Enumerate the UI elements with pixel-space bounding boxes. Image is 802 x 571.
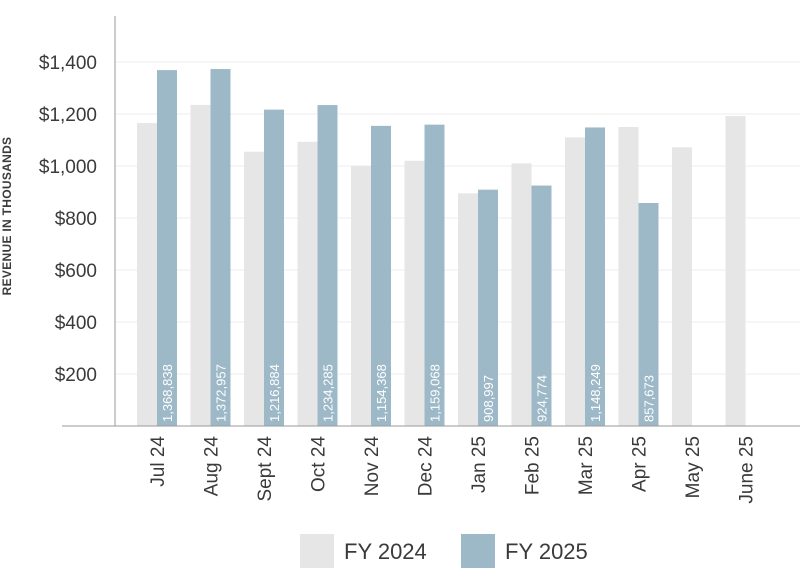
bar-fy2024 xyxy=(137,123,157,426)
data-label-fy2025: 1,372,957 xyxy=(214,364,229,422)
bar-fy2025 xyxy=(371,125,391,426)
bar-fy2025 xyxy=(531,185,552,426)
bar-fy2024 xyxy=(244,151,264,426)
data-label-fy2025: 1,159,068 xyxy=(428,364,443,422)
x-tick-label: Aug 24 xyxy=(202,436,223,497)
x-tick-label: June 25 xyxy=(737,436,758,504)
data-label-fy2025: 1,368,838 xyxy=(160,364,175,422)
y-tick-label: $1,400 xyxy=(39,53,97,74)
data-label-fy2025: 1,234,285 xyxy=(321,364,336,422)
bar-fy2024 xyxy=(297,141,318,426)
x-tick-label: Sept 24 xyxy=(255,436,276,502)
x-tick-label: Nov 24 xyxy=(362,436,383,497)
bar-fy2024 xyxy=(565,137,585,426)
y-tick-label: $800 xyxy=(55,209,97,230)
data-label-fy2025: 908,997 xyxy=(481,375,496,422)
bar-fy2025 xyxy=(317,105,338,426)
bar-fy2025 xyxy=(585,127,605,426)
x-tick-label: Oct 24 xyxy=(309,436,330,492)
data-label-fy2025: 1,148,249 xyxy=(588,364,603,422)
bar-fy2024 xyxy=(351,166,371,426)
data-label-fy2025: 857,673 xyxy=(642,375,657,422)
bar-fy2024 xyxy=(511,163,532,426)
x-tick-label: May 25 xyxy=(683,436,704,498)
bar-fy2025 xyxy=(157,70,177,427)
bar-fy2025 xyxy=(264,109,284,426)
bar-fy2024 xyxy=(190,104,211,427)
data-label-fy2025: 1,216,884 xyxy=(267,364,282,422)
bar-fy2024 xyxy=(458,193,478,426)
x-tick-label: Feb 25 xyxy=(523,436,544,495)
x-tick-label: Mar 25 xyxy=(576,436,597,495)
y-tick-label: $400 xyxy=(55,313,97,334)
legend-label: FY 2024 xyxy=(344,539,427,564)
legend: FY 2024 FY 2025 xyxy=(300,534,588,568)
bar-fy2024 xyxy=(404,160,425,427)
legend-label: FY 2025 xyxy=(505,539,588,564)
x-tick-label: Jan 25 xyxy=(469,436,490,493)
bar-fy2025 xyxy=(478,189,498,426)
bar-fy2025 xyxy=(210,69,231,426)
bar-fy2024 xyxy=(672,147,692,426)
axes xyxy=(62,16,800,427)
x-tick-label: Jul 24 xyxy=(148,436,169,487)
bars: 1,368,838 1,372,957 1,216,884 1,234,285 1,15… xyxy=(137,69,746,427)
data-label-fy2025: 1,154,368 xyxy=(374,364,389,422)
x-tick-label: Apr 25 xyxy=(630,436,651,492)
x-tick-label: Dec 24 xyxy=(416,436,437,497)
y-tick-label: $600 xyxy=(55,261,97,282)
y-tick-label: $1,000 xyxy=(39,157,97,178)
legend-swatch xyxy=(461,534,495,568)
bar-fy2025 xyxy=(638,203,659,426)
bar-fy2024 xyxy=(725,116,746,426)
bar-fy2025 xyxy=(424,124,445,426)
legend-swatch xyxy=(300,534,334,568)
y-tick-label: $1,200 xyxy=(39,105,97,126)
data-label-fy2025: 924,774 xyxy=(535,375,550,422)
tick-labels: $200 $400 $600 $800 $1,000 $1,200 $1,400 Jul 24… xyxy=(39,53,758,504)
bar-fy2024 xyxy=(618,127,639,426)
y-tick-label: $200 xyxy=(55,365,97,386)
y-axis-label: REVENUE IN THOUSANDS xyxy=(0,137,14,296)
